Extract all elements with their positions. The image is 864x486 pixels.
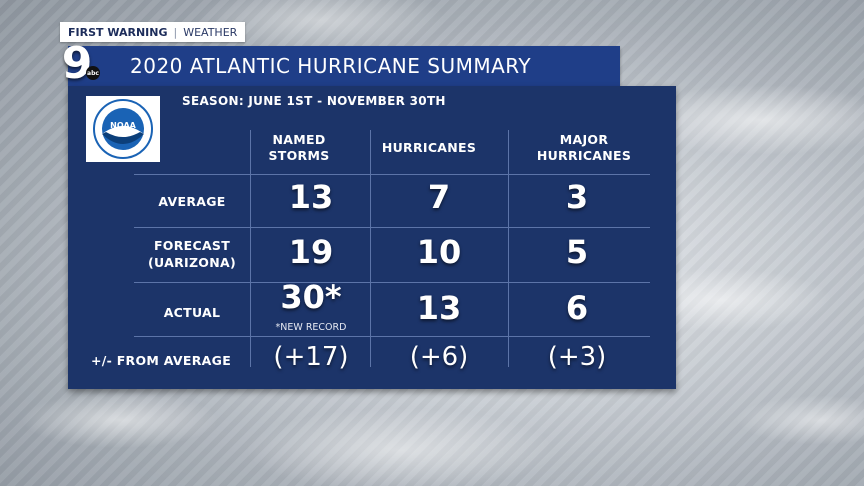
- header-hurricanes: HURRICANES: [374, 140, 484, 156]
- column-divider: [508, 130, 509, 367]
- forecast-hurricanes: 10: [416, 233, 462, 271]
- weather-label: WEATHER: [183, 25, 238, 39]
- station-logo: 9 abc: [48, 40, 106, 88]
- row-divider: [134, 174, 650, 175]
- first-warning-label: FIRST WARNING: [68, 25, 168, 39]
- header-line: MAJOR: [559, 132, 609, 147]
- title-bar: 9 abc 2020 ATLANTIC HURRICANE SUMMARY: [62, 42, 620, 86]
- row-divider: [134, 227, 650, 228]
- first-warning-tag: FIRST WARNING | WEATHER: [60, 22, 246, 42]
- row-label-line: (UARIZONA): [148, 255, 236, 270]
- average-major-hurricanes: 3: [565, 178, 589, 216]
- header-line: HURRICANES: [536, 148, 632, 163]
- row-divider: [134, 282, 650, 283]
- new-record-note: *NEW RECORD: [275, 322, 347, 333]
- forecast-major-hurricanes: 5: [565, 233, 589, 271]
- column-divider: [250, 130, 251, 367]
- forecast-named-storms: 19: [288, 233, 334, 271]
- deviation-hurricanes: (+6): [409, 342, 469, 372]
- row-label-actual: ACTUAL: [163, 305, 221, 320]
- noaa-logo: NOAA: [86, 96, 160, 162]
- deviation-major-hurricanes: (+3): [547, 342, 607, 372]
- header-named-storms: NAMED STORMS: [254, 132, 344, 164]
- summary-panel: NOAA SEASON: JUNE 1ST - NOVEMBER 30TH NA…: [68, 86, 676, 389]
- actual-hurricanes: 13: [416, 289, 462, 327]
- actual-major-hurricanes: 6: [565, 289, 589, 327]
- header-line: HURRICANES: [381, 140, 477, 155]
- row-label-forecast: FORECAST (UARIZONA): [134, 237, 250, 271]
- column-divider: [370, 130, 371, 367]
- average-named-storms: 13: [288, 178, 334, 216]
- deviation-named-storms: (+17): [273, 342, 349, 372]
- header-line: NAMED: [272, 132, 326, 147]
- noaa-emblem-icon: NOAA: [93, 99, 153, 159]
- average-hurricanes: 7: [427, 178, 451, 216]
- noaa-text: NOAA: [110, 121, 136, 130]
- page-title: 2020 ATLANTIC HURRICANE SUMMARY: [130, 54, 532, 78]
- channel-number: 9: [61, 38, 93, 89]
- row-divider: [134, 336, 650, 337]
- actual-named-storms: 30*: [280, 278, 342, 316]
- header-line: STORMS: [268, 148, 330, 163]
- header-major-hurricanes: MAJOR HURRICANES: [514, 132, 654, 164]
- season-dates: SEASON: JUNE 1ST - NOVEMBER 30TH: [182, 94, 446, 108]
- row-label-average: AVERAGE: [158, 194, 226, 209]
- tag-separator: |: [173, 25, 178, 39]
- row-label-deviation: +/- FROM AVERAGE: [90, 353, 232, 368]
- abc-logo-icon: abc: [86, 66, 100, 80]
- row-label-line: FORECAST: [153, 238, 231, 253]
